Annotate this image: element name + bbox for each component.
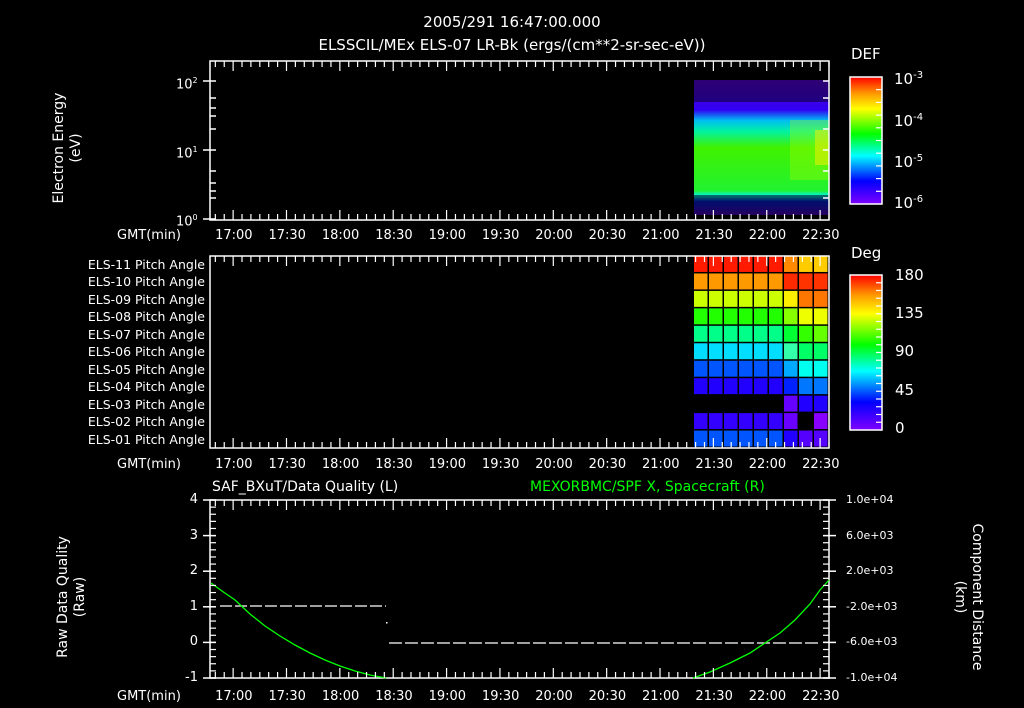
quality-ytick-label: 0 bbox=[189, 634, 198, 650]
time-tick-label: 17:00 bbox=[215, 457, 253, 472]
time-tick-label: 19:00 bbox=[428, 457, 467, 472]
deg-colorbar-label: 0 bbox=[895, 419, 905, 437]
pitch-angle-row-label: ELS-10 Pitch Angle bbox=[87, 274, 205, 290]
time-tick-label: 21:30 bbox=[695, 457, 733, 472]
time-tick-label: 18:30 bbox=[375, 457, 413, 472]
def-colorbar-label: 10-3 bbox=[894, 70, 924, 88]
distance-axis-label: Component Distance (km) bbox=[952, 523, 985, 671]
def-colorbar-title: DEF bbox=[851, 45, 881, 63]
distance-ytick-label: 1.0e+04 bbox=[846, 493, 894, 506]
time-tick-label: 20:00 bbox=[535, 457, 573, 472]
time-tick-label: 20:30 bbox=[588, 457, 627, 472]
deg-colorbar-label: 90 bbox=[895, 342, 915, 360]
def-colorbar-label: 10-4 bbox=[894, 112, 924, 130]
time-tick-label: 22:30 bbox=[802, 228, 840, 243]
pitch-angle-row-label: ELS-09 Pitch Angle bbox=[87, 291, 205, 307]
quality-distance-panel bbox=[209, 499, 830, 679]
pitch-angle-row-label: ELS-06 Pitch Angle bbox=[87, 344, 205, 360]
time-tick-label: 18:00 bbox=[321, 228, 360, 243]
pitch-angle-row-label: ELS-05 Pitch Angle bbox=[87, 361, 205, 377]
time-tick-label: 20:00 bbox=[535, 228, 573, 243]
deg-colorbar-title: Deg bbox=[851, 244, 882, 262]
energy-ytick-1: 100 bbox=[176, 213, 198, 230]
deg-colorbar-label: 45 bbox=[895, 381, 915, 399]
time-tick-label: 21:30 bbox=[695, 689, 733, 704]
energy-ytick-100: 102 bbox=[176, 76, 198, 93]
energy-spectrogram-panel bbox=[209, 60, 830, 221]
pitch-angle-row-label: ELS-04 Pitch Angle bbox=[87, 379, 205, 395]
gmt-axis-label: GMT(min) bbox=[117, 228, 181, 243]
pitch-angle-row-label: ELS-02 Pitch Angle bbox=[87, 414, 205, 430]
distance-ytick-label: -1.0e+04 bbox=[846, 671, 898, 684]
quality-ytick-label: 2 bbox=[189, 563, 198, 579]
quality-axis-label: Raw Data Quality (Raw) bbox=[55, 536, 88, 658]
time-tick-label: 19:30 bbox=[481, 457, 520, 472]
time-tick-label: 17:00 bbox=[215, 228, 253, 243]
energy-ytick-10: 101 bbox=[176, 145, 198, 162]
time-tick-label: 22:00 bbox=[748, 457, 787, 472]
time-tick-label: 17:30 bbox=[268, 457, 306, 472]
pitch-angle-row-label: ELS-08 Pitch Angle bbox=[87, 309, 205, 325]
time-tick-label: 20:00 bbox=[535, 689, 573, 704]
spacecraft-title: MEXORBMC/SPF X, Spacecraft (R) bbox=[530, 479, 765, 495]
plot-subtitle: ELSSCIL/MEx ELS-07 LR-Bk (ergs/(cm**2-sr… bbox=[318, 36, 706, 54]
def-colorbar-label: 10-5 bbox=[894, 153, 924, 171]
quality-ytick-label: 1 bbox=[189, 598, 198, 614]
time-tick-label: 19:30 bbox=[481, 689, 520, 704]
time-tick-label: 18:30 bbox=[375, 228, 413, 243]
time-tick-label: 21:00 bbox=[642, 689, 680, 704]
pitch-angle-row-label: ELS-01 Pitch Angle bbox=[87, 431, 205, 447]
time-tick-label: 19:00 bbox=[428, 689, 467, 704]
pitch-angle-row-label: ELS-07 Pitch Angle bbox=[87, 326, 205, 342]
distance-ytick-label: -6.0e+03 bbox=[846, 635, 898, 649]
time-tick-label: 22:00 bbox=[748, 689, 787, 704]
time-tick-label: 20:30 bbox=[588, 689, 627, 704]
time-tick-label: 18:00 bbox=[321, 457, 360, 472]
pitch-angle-row-label: ELS-03 Pitch Angle bbox=[87, 396, 205, 412]
deg-colorbar-label: 135 bbox=[895, 304, 924, 322]
quality-ytick-label: 4 bbox=[189, 492, 198, 507]
pitch-angle-row-label: ELS-11 Pitch Angle bbox=[87, 257, 205, 272]
deg-colorbar-label: 180 bbox=[895, 266, 924, 284]
energy-axis-label: Electron Energy (eV) bbox=[51, 92, 84, 204]
time-tick-label: 21:30 bbox=[695, 228, 733, 243]
quality-ytick-label: 3 bbox=[189, 527, 198, 543]
quality-title: SAF_BXuT/Data Quality (L) bbox=[212, 479, 399, 495]
time-tick-label: 21:00 bbox=[642, 228, 680, 243]
def-colorbar-label: 10-6 bbox=[894, 194, 924, 212]
time-tick-label: 17:30 bbox=[268, 228, 306, 243]
gmt-axis-label: GMT(min) bbox=[117, 457, 181, 472]
quality-ytick-label: -1 bbox=[185, 670, 198, 685]
distance-ytick-label: 6.0e+03 bbox=[846, 528, 894, 542]
plot-timestamp: 2005/291 16:47:00.000 bbox=[423, 13, 601, 31]
time-tick-label: 20:30 bbox=[588, 228, 627, 243]
gmt-axis-label: GMT(min) bbox=[117, 689, 181, 704]
time-tick-label: 18:00 bbox=[321, 689, 360, 704]
distance-ytick-label: 2.0e+03 bbox=[846, 564, 894, 578]
time-tick-label: 18:30 bbox=[375, 689, 413, 704]
pitch-angle-panel bbox=[209, 255, 830, 449]
time-tick-label: 17:00 bbox=[215, 689, 253, 704]
time-tick-label: 22:30 bbox=[802, 457, 840, 472]
time-tick-label: 21:00 bbox=[642, 457, 680, 472]
time-tick-label: 17:30 bbox=[268, 689, 306, 704]
time-tick-label: 19:30 bbox=[481, 228, 520, 243]
time-tick-label: 22:30 bbox=[802, 689, 840, 704]
distance-ytick-label: -2.0e+03 bbox=[846, 599, 898, 613]
time-tick-label: 22:00 bbox=[748, 228, 787, 243]
time-tick-label: 19:00 bbox=[428, 228, 467, 243]
